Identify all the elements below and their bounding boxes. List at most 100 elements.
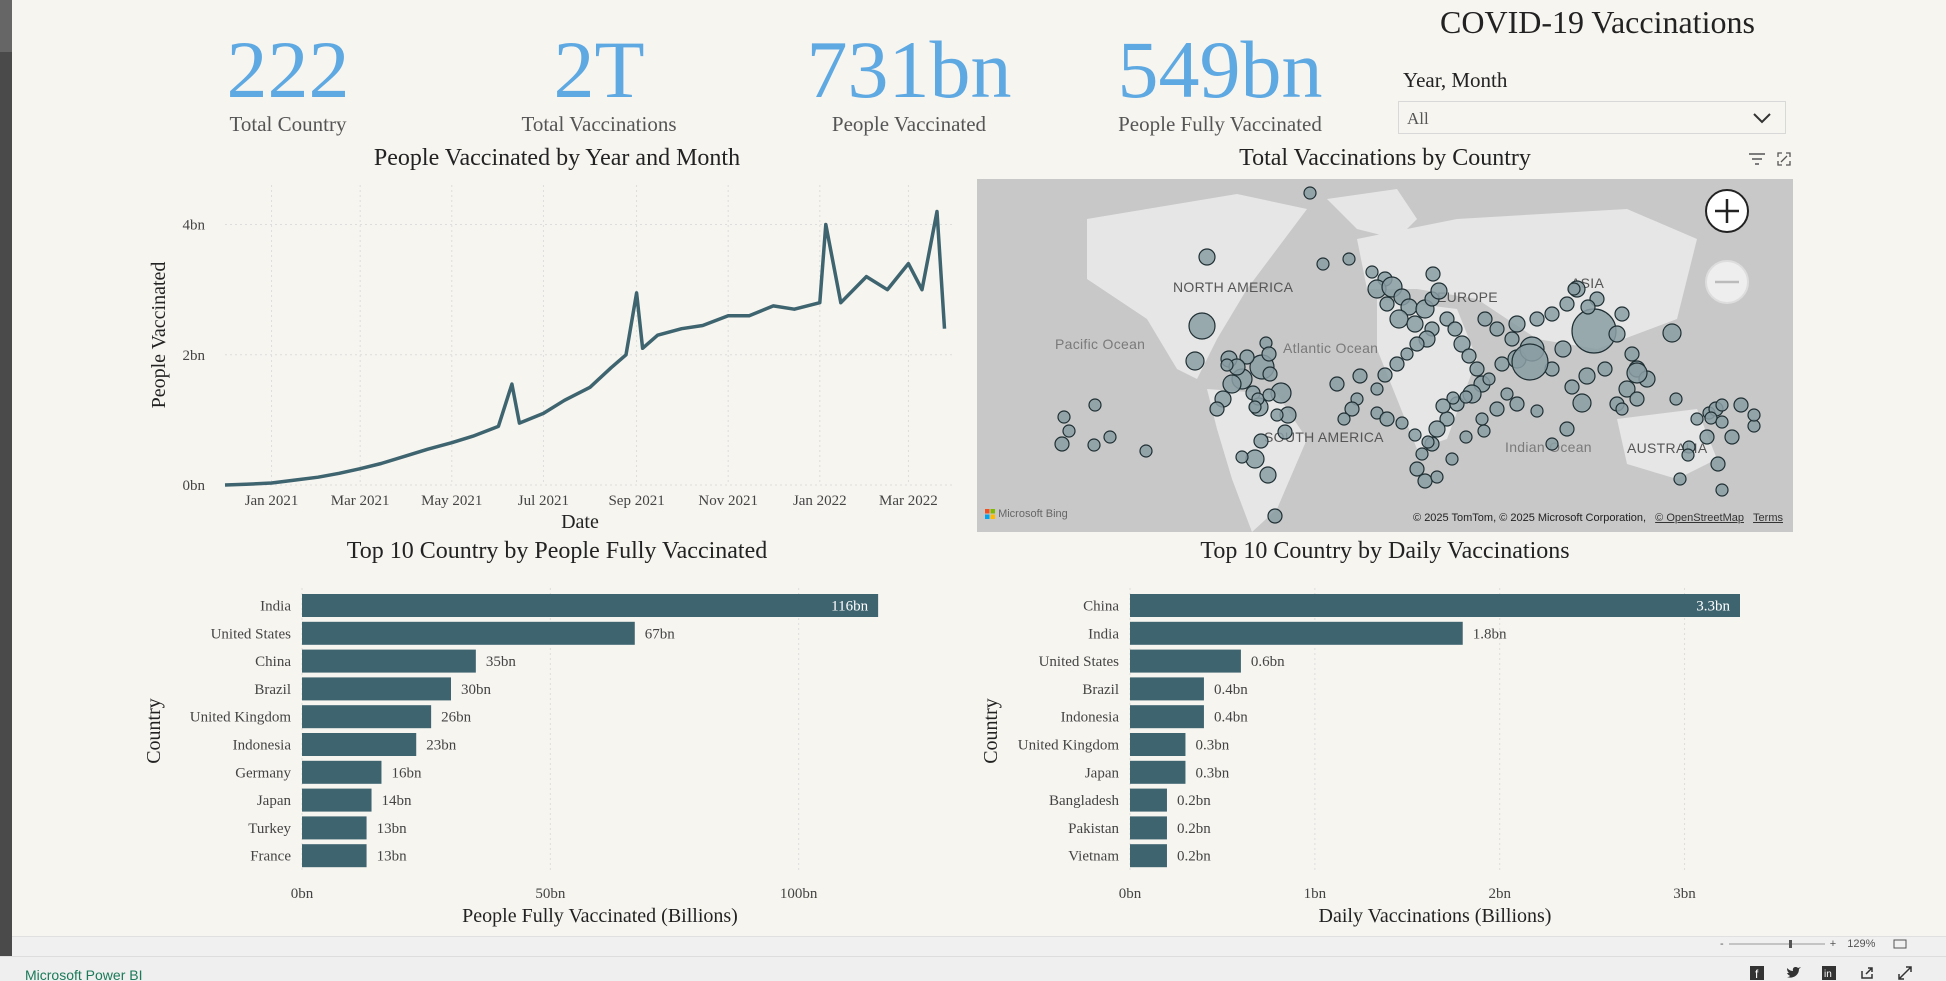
data-label: 3.3bn xyxy=(1696,599,1730,615)
total-vaccinations-map[interactable]: NORTH AMERICA EUROPE ASIA SOUTH AMERICA … xyxy=(977,179,1793,532)
country-bubble xyxy=(1415,447,1429,461)
country-bubble xyxy=(1475,412,1489,426)
twitter-icon[interactable] xyxy=(1786,966,1802,981)
left-edge-tab[interactable] xyxy=(0,0,12,52)
data-label: 0.3bn xyxy=(1195,738,1229,754)
kpi-label: Total Country xyxy=(229,112,347,136)
data-label: 0.3bn xyxy=(1195,765,1229,781)
country-bubble xyxy=(1377,367,1393,383)
country-bubble xyxy=(1624,346,1640,362)
zoom-control[interactable]: - + 129% xyxy=(1720,938,1907,950)
category-label: Pakistan xyxy=(1068,821,1119,837)
bar xyxy=(302,844,367,868)
fit-page-icon[interactable] xyxy=(1893,939,1907,949)
zoom-minus[interactable]: - xyxy=(1720,938,1724,950)
country-bubble xyxy=(1087,438,1101,452)
country-bubble xyxy=(1344,401,1360,417)
country-bubble xyxy=(1430,282,1448,300)
kpi-total-country: 222 Total Country xyxy=(168,28,408,137)
share-icon[interactable] xyxy=(1860,966,1874,981)
line-chart-title: People Vaccinated by Year and Month xyxy=(373,145,741,171)
data-label: 0.4bn xyxy=(1214,682,1248,698)
bar-chart-daily-vaccinations[interactable]: 0bn 1bn 2bn 3bn China 3.3bn India 1.8bn United S… xyxy=(977,578,1793,933)
bar xyxy=(302,677,451,701)
country-bubble xyxy=(1564,379,1580,395)
data-label: 0.4bn xyxy=(1214,710,1248,726)
x-tick-label: Jan 2021 xyxy=(245,493,299,509)
country-bubble xyxy=(1559,296,1575,312)
country-bubble xyxy=(1724,429,1740,445)
report-title: COVID-19 Vaccinations xyxy=(1440,4,1755,40)
country-bubble xyxy=(1088,398,1102,412)
map-attribution: © 2025 TomTom, © 2025 Microsoft Corporat… xyxy=(1413,512,1783,524)
label-north-america: NORTH AMERICA xyxy=(1173,279,1294,295)
country-bubble xyxy=(1425,266,1441,282)
x-tick-label: Sep 2021 xyxy=(608,493,664,509)
y-axis-title: Country xyxy=(980,698,1002,764)
terms-link[interactable]: Terms xyxy=(1753,512,1783,524)
country-bubble xyxy=(1482,372,1496,386)
country-bubble xyxy=(1544,306,1560,322)
bing-logo: Microsoft Bing xyxy=(985,508,1068,520)
y-axis-title: Country xyxy=(143,698,165,764)
focus-mode-icon[interactable] xyxy=(1776,151,1792,167)
country-bubble xyxy=(1188,312,1216,340)
x-tick-label: Mar 2022 xyxy=(879,493,938,509)
bar xyxy=(302,733,417,756)
country-bubble xyxy=(1504,331,1520,347)
country-bubble xyxy=(1245,449,1265,469)
x-tick-label: Mar 2021 xyxy=(331,493,390,509)
kpi-value: 222 xyxy=(226,24,350,115)
page-footer xyxy=(12,936,1946,956)
country-bubble xyxy=(1681,448,1695,462)
country-bubble xyxy=(1267,508,1283,524)
category-label: Japan xyxy=(1085,765,1120,781)
country-bubble xyxy=(1239,349,1255,365)
country-bubble xyxy=(1054,436,1070,452)
map-title: Total Vaccinations by Country xyxy=(1239,145,1531,171)
country-bubble xyxy=(1554,340,1572,358)
bar xyxy=(1130,649,1241,673)
kpi-total-vaccinations: 2T Total Vaccinations xyxy=(479,28,719,137)
fullscreen-icon[interactable] xyxy=(1898,966,1912,981)
year-month-slicer[interactable]: All xyxy=(1398,101,1786,134)
country-bubble xyxy=(1365,265,1379,279)
bar-chart-fully-vaccinated[interactable]: 0bn 50bn 100bn India 116bn United States 67bn C… xyxy=(140,578,960,933)
country-bubble xyxy=(1316,257,1330,271)
linkedin-icon[interactable]: in xyxy=(1822,966,1836,981)
bar xyxy=(302,816,367,840)
world-map-base xyxy=(977,179,1793,532)
country-bubble xyxy=(1690,412,1704,426)
svg-text:f: f xyxy=(1755,967,1759,980)
data-label: 0.2bn xyxy=(1177,849,1211,865)
map-bubbles[interactable] xyxy=(977,179,1793,532)
kpi-value: 731bn xyxy=(806,24,1012,115)
category-label: United States xyxy=(211,626,292,642)
data-label: 0.6bn xyxy=(1251,654,1285,670)
facebook-icon[interactable]: f xyxy=(1750,966,1764,981)
zoom-plus[interactable]: + xyxy=(1829,938,1837,950)
bar1-title: Top 10 Country by People Fully Vaccinate… xyxy=(346,538,768,564)
data-label: 116bn xyxy=(831,599,868,615)
data-label: 23bn xyxy=(426,738,457,754)
country-bubble xyxy=(1494,356,1510,372)
zoom-slider[interactable] xyxy=(1727,939,1827,949)
label-pacific-ocean: Pacific Ocean xyxy=(1055,336,1146,352)
power-bi-brand[interactable]: Microsoft Power BI xyxy=(25,967,143,981)
country-bubble xyxy=(1710,456,1726,472)
category-label: United States xyxy=(1039,654,1120,670)
category-label: United Kingdom xyxy=(190,710,292,726)
line-chart[interactable]: Jan 2021 Mar 2021 May 2021 Jul 2021 Sep 2021… xyxy=(140,175,960,535)
country-bubble xyxy=(1406,315,1424,333)
data-label: 0.2bn xyxy=(1177,821,1211,837)
osm-link[interactable]: © OpenStreetMap xyxy=(1655,512,1744,524)
data-label: 16bn xyxy=(391,765,422,781)
country-bubble xyxy=(1235,450,1249,464)
country-bubble xyxy=(1262,366,1278,382)
data-label: 14bn xyxy=(382,793,413,809)
bar xyxy=(1130,733,1186,756)
country-bubble xyxy=(1618,380,1636,398)
country-bubble xyxy=(1337,412,1351,426)
filter-icon[interactable] xyxy=(1748,152,1766,166)
zoom-in-icon[interactable] xyxy=(1705,189,1749,233)
